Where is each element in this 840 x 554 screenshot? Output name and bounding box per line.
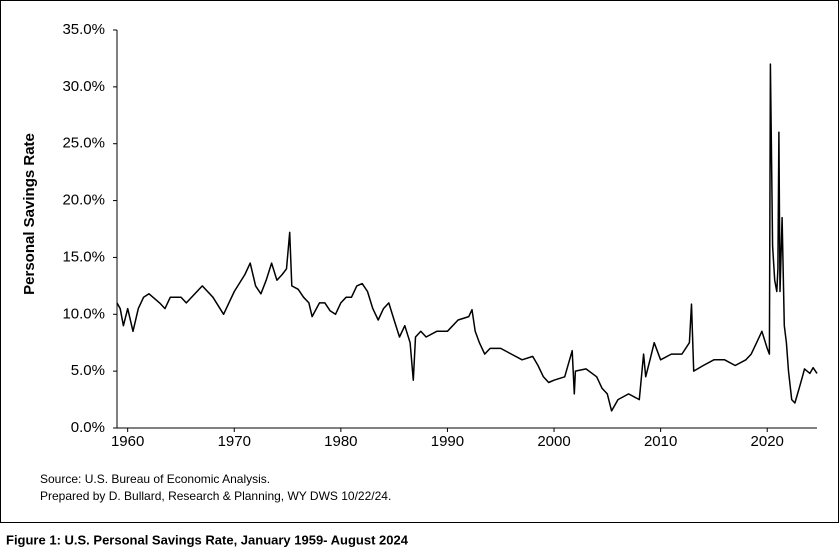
x-tick-label: 2000 bbox=[537, 433, 570, 450]
figure-caption: Figure 1: U.S. Personal Savings Rate, Ja… bbox=[6, 532, 409, 547]
x-tick-label: 2020 bbox=[751, 433, 784, 450]
frame bbox=[0, 0, 839, 523]
y-tick-label: 20.0% bbox=[62, 192, 105, 209]
x-tick-label: 1980 bbox=[324, 433, 357, 450]
x-tick-label: 1960 bbox=[111, 433, 144, 450]
y-tick-label: 5.0% bbox=[71, 362, 105, 379]
y-tick-label: 10.0% bbox=[62, 305, 105, 322]
y-tick-label: 35.0% bbox=[62, 21, 105, 38]
y-tick-label: 30.0% bbox=[62, 78, 105, 95]
y-axis-label: Personal Savings Rate bbox=[21, 133, 38, 295]
y-tick-label: 0.0% bbox=[71, 419, 105, 436]
source-note: Source: U.S. Bureau of Economic Analysis… bbox=[40, 472, 270, 486]
y-tick-label: 25.0% bbox=[62, 135, 105, 152]
x-tick-label: 2010 bbox=[644, 433, 677, 450]
y-tick-label: 15.0% bbox=[62, 248, 105, 265]
x-tick-label: 1990 bbox=[431, 433, 464, 450]
savings-rate-line bbox=[116, 63, 818, 412]
x-tick-label: 1970 bbox=[218, 433, 251, 450]
prepared-note: Prepared by D. Bullard, Research & Plann… bbox=[40, 489, 391, 503]
